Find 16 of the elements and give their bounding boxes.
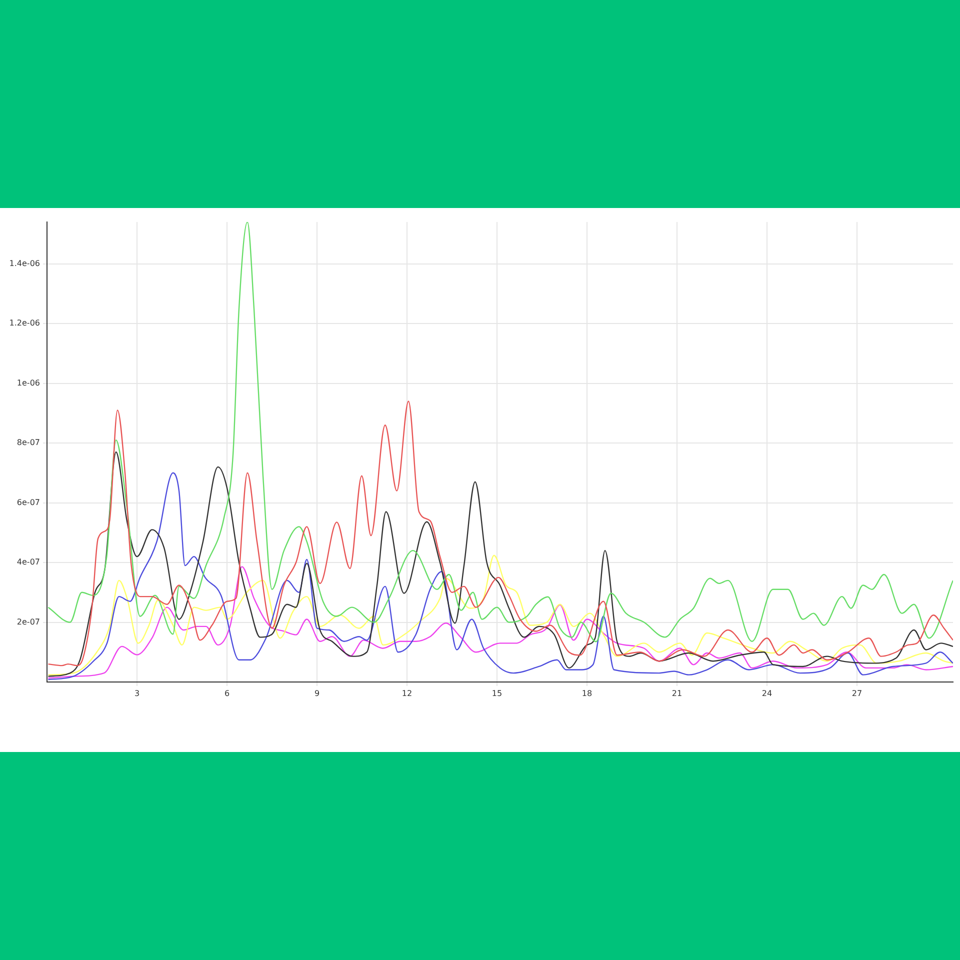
y-tick-label: 1.4e-06: [9, 258, 40, 268]
x-tick-label: 12: [402, 688, 412, 698]
x-tick-label: 6: [224, 688, 230, 698]
x-tick-label: 21: [672, 688, 682, 698]
x-tick-label: 15: [492, 688, 502, 698]
x-tick-label: 27: [852, 688, 862, 698]
y-tick-label: 4e-07: [16, 558, 40, 567]
x-tick-label: 3: [134, 688, 140, 698]
y-tick-label: 1e-06: [16, 378, 40, 388]
y-tick-label: 6e-07: [16, 498, 40, 507]
y-tick-label: 2e-07: [16, 617, 40, 626]
y-tick-label: 1.2e-06: [9, 318, 40, 328]
x-tick-label: 24: [762, 688, 772, 698]
x-tick-label: 18: [582, 688, 592, 698]
y-tick-label: 8e-07: [16, 438, 40, 448]
x-tick-label: 9: [314, 688, 320, 698]
